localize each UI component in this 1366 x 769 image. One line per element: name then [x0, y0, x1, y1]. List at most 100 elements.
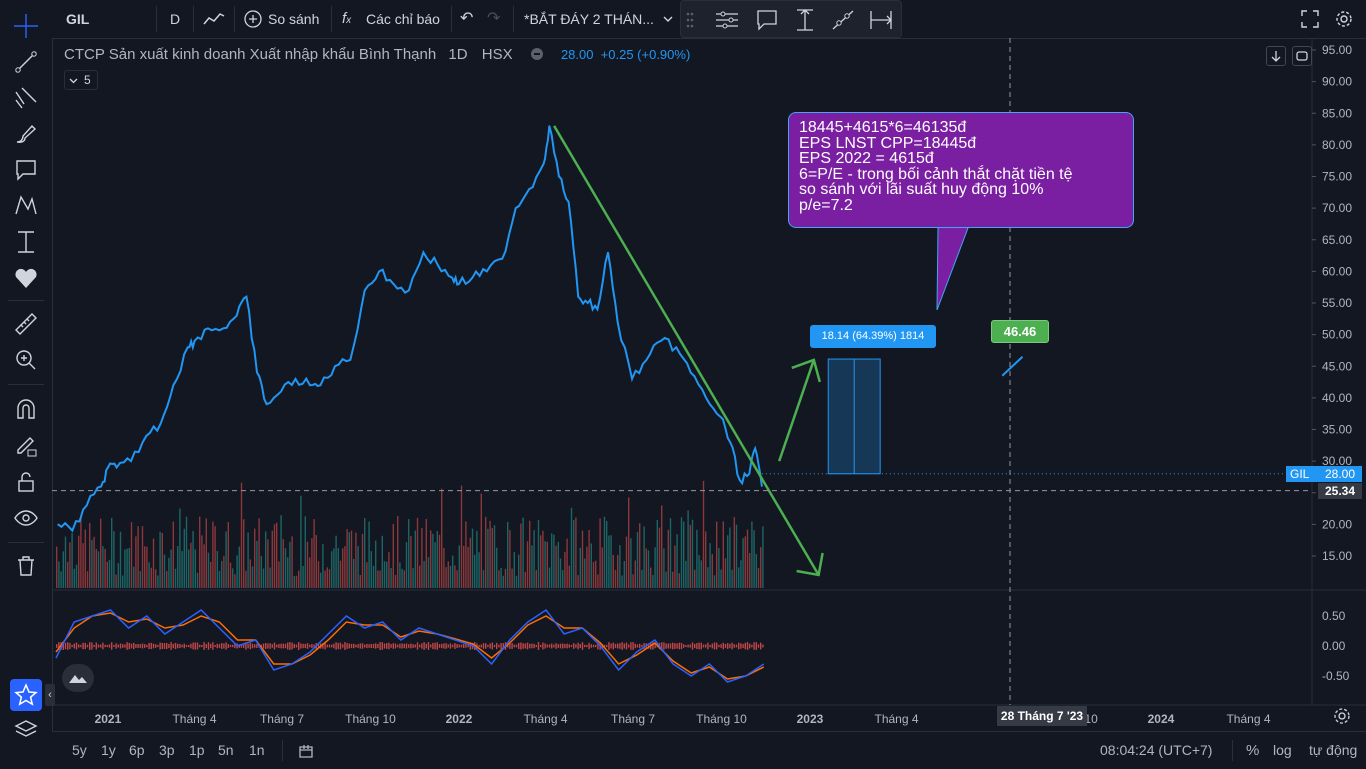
volume-bar [108, 559, 111, 588]
histogram-bar [166, 642, 168, 650]
zoom-in-icon[interactable] [12, 346, 40, 374]
range-5y[interactable]: 5y [72, 742, 87, 758]
fx-icon[interactable]: fx [342, 10, 352, 27]
volume-bar [128, 547, 130, 588]
histogram-bar [696, 643, 698, 649]
callout-icon[interactable] [753, 7, 781, 33]
volume-bar [388, 552, 390, 588]
watchlist-star-button[interactable] [10, 679, 42, 711]
note-line: EPS LNST CPP=18445đ [799, 134, 977, 152]
line-style-icon[interactable] [713, 7, 741, 33]
histogram-bar [115, 643, 117, 649]
compare-plus-icon[interactable] [243, 9, 263, 29]
volume-bar [599, 518, 601, 588]
brush-icon[interactable] [12, 120, 40, 148]
histogram-bar [337, 642, 339, 650]
trend-line-tool-icon[interactable] [12, 48, 40, 76]
volume-bar [102, 546, 104, 588]
price-range-icon[interactable] [791, 7, 819, 33]
lock-pencil-icon[interactable] [12, 432, 40, 460]
volume-bar [421, 528, 423, 588]
maximize-pane-button[interactable] [1292, 46, 1312, 66]
price-point [486, 270, 488, 272]
price-tick-label: 90.00 [1322, 75, 1352, 89]
layout-name-button[interactable]: *BẮT ĐÁY 2 THÁN... [524, 11, 654, 27]
log-toggle[interactable]: log [1273, 742, 1292, 758]
volume-bars [56, 480, 764, 588]
volume-bar [348, 532, 350, 588]
ruler-icon[interactable] [12, 310, 40, 338]
volume-bar [478, 552, 480, 588]
price-tick-label: 45.00 [1322, 359, 1352, 373]
indicators-button[interactable]: Các chỉ báo [366, 11, 440, 27]
chart-settings-icon[interactable] [1332, 706, 1352, 726]
divider [193, 6, 194, 32]
volume-bar [577, 575, 579, 588]
range-1m[interactable]: 1p [189, 742, 205, 758]
layers-icon[interactable] [12, 716, 40, 744]
scroll-down-button[interactable] [1266, 46, 1286, 66]
histogram-bar [317, 643, 320, 649]
volume-bar [751, 521, 753, 588]
indicators-collapse-button[interactable]: 5 [64, 70, 98, 90]
symbol-search-button[interactable]: GIL [66, 11, 90, 27]
compare-button[interactable]: So sánh [268, 11, 320, 27]
fullscreen-icon[interactable] [1300, 9, 1320, 29]
chevron-down-icon[interactable] [662, 13, 674, 25]
price-point [193, 340, 196, 342]
date-range-icon[interactable] [867, 7, 895, 33]
range-1y[interactable]: 1y [101, 742, 116, 758]
eye-icon[interactable] [12, 504, 40, 532]
volume-bar [322, 544, 324, 588]
crosshair-icon[interactable] [12, 12, 40, 40]
histogram-bar [328, 644, 331, 648]
range-5d[interactable]: 5n [218, 742, 234, 758]
price-range-label[interactable]: 18.14 (64.39%) 1814 [810, 325, 936, 348]
collapse-sidebar-button[interactable]: ‹ [45, 684, 55, 706]
pattern-tool-icon[interactable] [12, 192, 40, 220]
heart-icon[interactable] [12, 264, 40, 292]
fib-tool-icon[interactable] [12, 84, 40, 112]
range-6m[interactable]: 6p [129, 742, 145, 758]
volume-bar [524, 571, 526, 588]
price-point [422, 251, 424, 253]
lock-icon[interactable] [12, 468, 40, 496]
chart-type-line-icon[interactable] [202, 9, 226, 29]
measure-range-icon[interactable] [12, 228, 40, 256]
auto-scale-toggle[interactable]: tự động [1309, 742, 1358, 758]
clock-timezone[interactable]: 08:04:24 (UTC+7) [1100, 742, 1213, 758]
volume-bar [645, 548, 647, 588]
volume-bar [359, 574, 361, 588]
range-1d[interactable]: 1n [249, 742, 265, 758]
market-status-icon[interactable] [530, 48, 543, 60]
histogram-bar [425, 643, 427, 649]
histogram-bar [73, 643, 75, 649]
volume-bar [570, 507, 573, 588]
redo-icon[interactable]: ↷ [487, 10, 501, 27]
volume-bar [480, 493, 482, 588]
volume-bar [333, 548, 335, 588]
tradingview-logo[interactable] [62, 664, 94, 692]
go-to-date-icon[interactable] [296, 741, 316, 761]
interval-button[interactable]: D [170, 11, 181, 27]
volume-bar [634, 560, 636, 588]
target-price-label[interactable]: 46.46 [991, 320, 1049, 343]
trash-icon[interactable] [12, 552, 40, 580]
volume-bar [205, 518, 207, 588]
price-point [256, 371, 258, 374]
note-callout[interactable]: 18445+4615*6=46135đ EPS LNST CPP=18445đ … [788, 112, 1134, 228]
magnet-icon[interactable] [12, 396, 40, 424]
histogram-bar [443, 643, 445, 649]
undo-icon[interactable]: ↶ [460, 10, 474, 27]
range-3m[interactable]: 3p [159, 742, 175, 758]
trend-line-icon[interactable] [829, 7, 857, 33]
volume-bar [364, 518, 366, 588]
settings-gear-icon[interactable] [1334, 9, 1354, 29]
drag-handle-icon[interactable] [685, 7, 713, 33]
text-note-icon[interactable] [12, 156, 40, 184]
histogram-bar [185, 644, 188, 648]
percent-toggle[interactable]: % [1246, 742, 1260, 759]
histogram-bar [469, 642, 471, 650]
histogram-bar [511, 643, 513, 649]
chart-canvas[interactable]: 95.00 90.00 85.00 80.00 75.00 70.00 65.00 60.00… [52, 38, 1366, 731]
